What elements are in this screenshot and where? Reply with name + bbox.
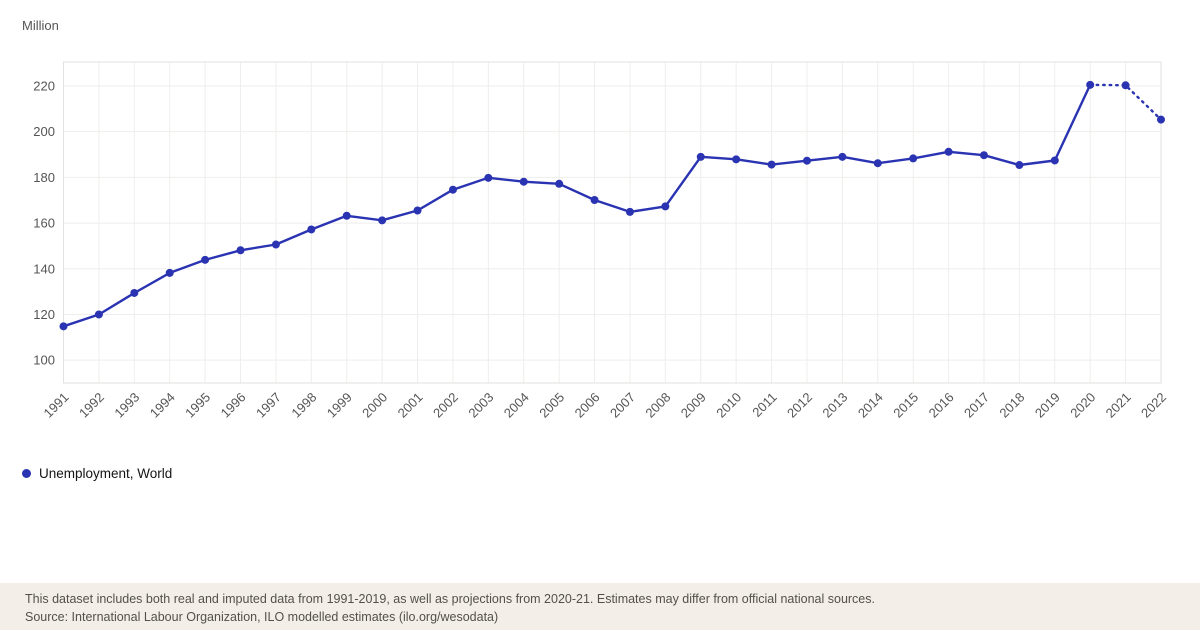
footer-disclaimer-text: This dataset includes both real and impu… — [25, 592, 875, 606]
data-point[interactable] — [165, 268, 174, 277]
x-axis-tick-label: 1995 — [182, 390, 213, 421]
data-point[interactable] — [271, 240, 280, 249]
x-axis-tick-label: 1999 — [324, 390, 355, 421]
data-point[interactable] — [661, 202, 670, 211]
data-point[interactable] — [448, 185, 457, 194]
data-point[interactable] — [94, 310, 103, 319]
y-axis-tick-label: 200 — [33, 124, 55, 139]
data-point[interactable] — [342, 211, 351, 220]
data-point[interactable] — [696, 152, 705, 161]
data-point[interactable] — [555, 179, 564, 188]
x-axis-tick-label: 2020 — [1067, 390, 1098, 421]
legend-series-dot-icon — [22, 469, 31, 478]
x-axis-tick-label: 2013 — [819, 390, 850, 421]
data-point[interactable] — [1086, 80, 1095, 89]
x-axis-tick-label: 2009 — [678, 390, 709, 421]
data-point[interactable] — [236, 246, 245, 255]
footer-source-text: Source: International Labour Organizatio… — [25, 610, 499, 624]
x-axis-tick-label: 2010 — [713, 390, 744, 421]
data-point[interactable] — [625, 207, 634, 216]
x-axis-tick-label: 2001 — [395, 390, 426, 421]
y-axis-tick-label: 220 — [33, 78, 55, 93]
y-axis-tick-label: 140 — [33, 261, 55, 276]
data-point[interactable] — [979, 151, 988, 160]
y-axis-tick-label: 160 — [33, 216, 55, 231]
x-axis-tick-label: 1997 — [253, 390, 284, 421]
x-axis-tick-label: 1993 — [111, 390, 142, 421]
legend: Unemployment, World — [22, 466, 172, 481]
x-axis-tick-label: 2000 — [359, 390, 390, 421]
x-axis-tick-label: 2022 — [1138, 390, 1169, 421]
x-axis-tick-label: 2015 — [890, 390, 921, 421]
y-axis-tick-label: 120 — [33, 307, 55, 322]
footer-note: This dataset includes both real and impu… — [0, 583, 1200, 630]
x-axis-tick-label: 2006 — [572, 390, 603, 421]
x-axis-tick-label: 1992 — [76, 390, 107, 421]
data-point[interactable] — [1121, 81, 1130, 90]
x-axis-tick-label: 2021 — [1103, 390, 1134, 421]
x-axis-tick-label: 2019 — [1032, 390, 1063, 421]
x-axis-tick-label: 2014 — [855, 390, 886, 421]
x-axis-tick-label: 1994 — [147, 390, 178, 421]
data-point[interactable] — [378, 216, 387, 225]
x-axis-tick-label: 2008 — [642, 390, 673, 421]
x-axis-tick-label: 1991 — [41, 390, 72, 421]
data-point[interactable] — [519, 177, 528, 186]
data-point[interactable] — [767, 160, 776, 169]
data-point[interactable] — [307, 225, 316, 234]
data-point[interactable] — [1157, 115, 1165, 124]
series-line-projection-dotted — [1089, 83, 1163, 121]
data-point[interactable] — [802, 156, 811, 165]
legend-series-label[interactable]: Unemployment, World — [39, 466, 173, 481]
x-axis-tick-label: 2017 — [961, 390, 992, 421]
data-point[interactable] — [838, 152, 847, 161]
data-point[interactable] — [484, 173, 493, 182]
x-axis-tick-label: 2018 — [996, 390, 1027, 421]
x-axis-tick-label: 2011 — [749, 390, 779, 420]
data-point[interactable] — [130, 288, 139, 297]
x-axis-tick-label: 2007 — [607, 390, 638, 421]
x-axis-tick-label: 2005 — [536, 390, 567, 421]
data-point[interactable] — [1015, 161, 1024, 170]
x-axis-tick-label: 2016 — [926, 390, 957, 421]
y-axis-unit-label: Million — [22, 18, 59, 33]
y-axis-tick-label: 100 — [33, 353, 55, 368]
data-point[interactable] — [1050, 156, 1059, 165]
x-axis-tick-label: 1996 — [218, 390, 249, 421]
x-axis-tick-label: 1998 — [288, 390, 319, 421]
x-axis-tick-label: 2012 — [784, 390, 815, 421]
x-axis-tick-label: 2003 — [465, 390, 496, 421]
data-point[interactable] — [944, 147, 953, 156]
y-axis-tick-label: 180 — [33, 170, 55, 185]
data-point[interactable] — [732, 155, 741, 164]
x-axis-tick-label: 2002 — [430, 390, 461, 421]
series-line-solid — [63, 84, 1092, 328]
plot-area — [63, 62, 1161, 383]
data-point[interactable] — [413, 206, 422, 215]
plot-frame — [63, 61, 1162, 384]
x-axis-tick-label: 2004 — [501, 390, 532, 421]
data-point[interactable] — [909, 154, 918, 163]
data-point[interactable] — [201, 255, 210, 264]
data-point[interactable] — [873, 159, 882, 168]
data-point[interactable] — [59, 322, 68, 331]
data-point[interactable] — [590, 195, 599, 204]
